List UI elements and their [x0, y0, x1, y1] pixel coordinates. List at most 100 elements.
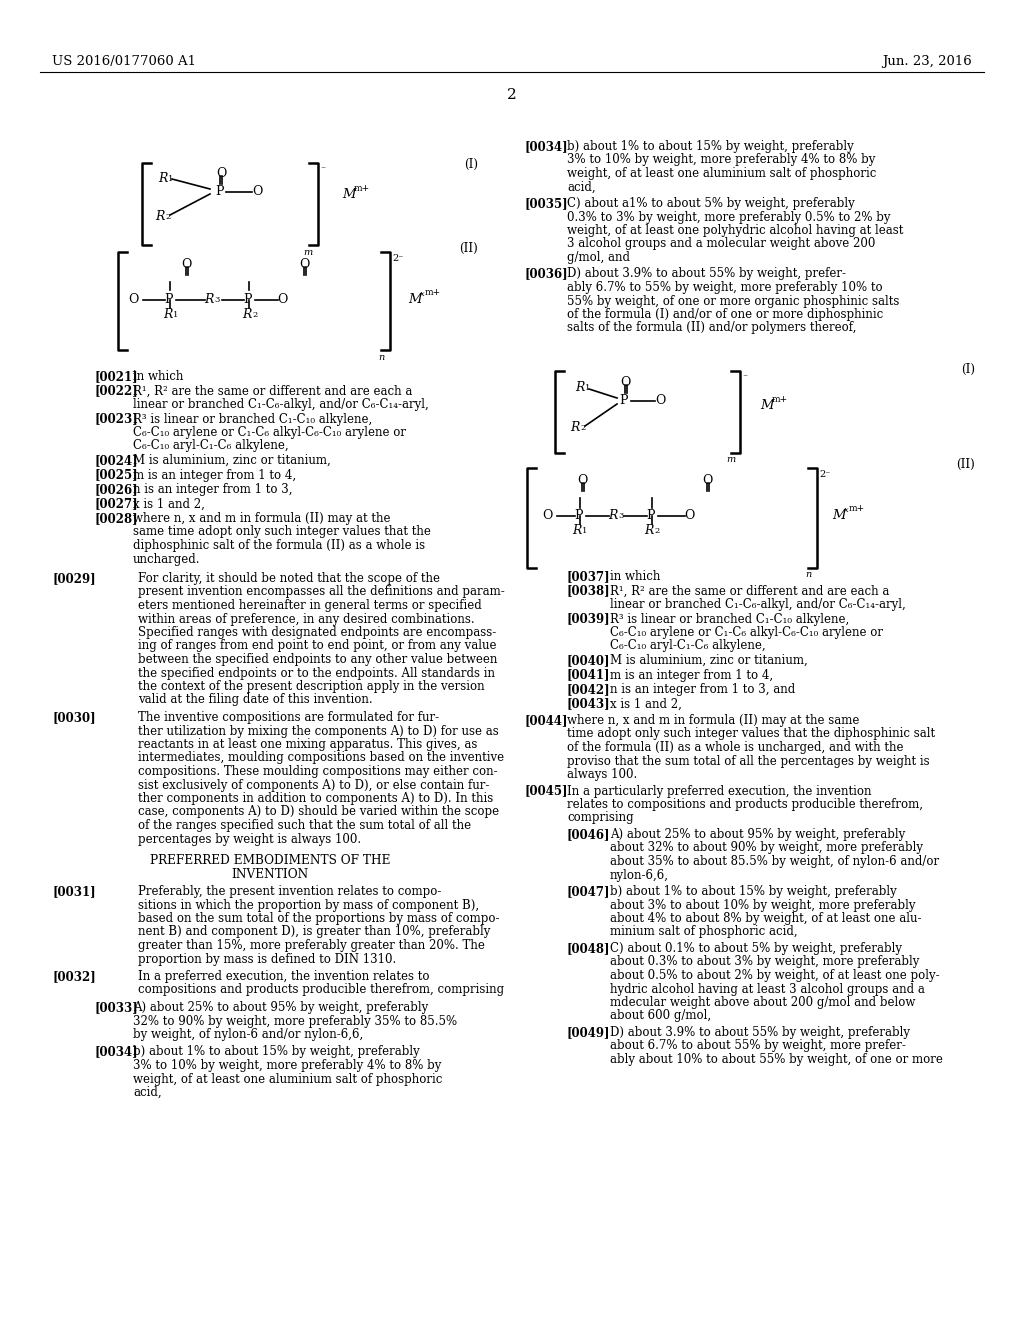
Text: C) about a1% to about 5% by weight, preferably: C) about a1% to about 5% by weight, pref…	[567, 197, 855, 210]
Text: 55% by weight, of one or more organic phosphinic salts: 55% by weight, of one or more organic ph…	[567, 294, 899, 308]
Text: P: P	[646, 510, 654, 521]
Text: m: m	[303, 248, 312, 257]
Text: D) about 3.9% to about 55% by weight, prefer-: D) about 3.9% to about 55% by weight, pr…	[567, 268, 846, 281]
Text: proviso that the sum total of all the percentages by weight is: proviso that the sum total of all the pe…	[567, 755, 930, 767]
Text: R: R	[570, 421, 580, 434]
Text: R: R	[608, 510, 617, 521]
Text: about 32% to about 90% by weight, more preferably: about 32% to about 90% by weight, more p…	[610, 842, 923, 854]
Text: greater than 15%, more preferably greater than 20%. The: greater than 15%, more preferably greate…	[138, 939, 485, 952]
Text: m is an integer from 1 to 4,: m is an integer from 1 to 4,	[133, 469, 296, 482]
Text: ably about 10% to about 55% by weight, of one or more: ably about 10% to about 55% by weight, o…	[610, 1053, 943, 1067]
Text: of the formula (I) and/or of one or more diphosphinic: of the formula (I) and/or of one or more…	[567, 308, 884, 321]
Text: [0023]: [0023]	[95, 412, 138, 425]
Text: R: R	[242, 308, 251, 321]
Text: n is an integer from 1 to 3, and: n is an integer from 1 to 3, and	[610, 682, 796, 696]
Text: O: O	[128, 293, 138, 306]
Text: P: P	[215, 185, 223, 198]
Text: O: O	[542, 510, 552, 521]
Text: about 3% to about 10% by weight, more preferably: about 3% to about 10% by weight, more pr…	[610, 899, 915, 912]
Text: m+: m+	[354, 183, 370, 193]
Text: b) about 1% to about 15% by weight, preferably: b) about 1% to about 15% by weight, pref…	[567, 140, 854, 153]
Text: [0037]: [0037]	[567, 570, 610, 583]
Text: ther utilization by mixing the components A) to D) for use as: ther utilization by mixing the component…	[138, 725, 499, 738]
Text: always 100.: always 100.	[567, 768, 637, 781]
Text: 3: 3	[618, 512, 624, 520]
Text: M is aluminium, zinc or titanium,: M is aluminium, zinc or titanium,	[133, 454, 331, 467]
Text: mdecular weight above about 200 g/mol and below: mdecular weight above about 200 g/mol an…	[610, 997, 915, 1008]
Text: sist exclusively of components A) to D), or else contain fur-: sist exclusively of components A) to D),…	[138, 779, 489, 792]
Text: [0042]: [0042]	[567, 682, 610, 696]
Text: about 4% to about 8% by weight, of at least one alu-: about 4% to about 8% by weight, of at le…	[610, 912, 922, 925]
Text: (I): (I)	[961, 363, 975, 376]
Text: ther components in addition to components A) to D). In this: ther components in addition to component…	[138, 792, 494, 805]
Text: For clarity, it should be noted that the scope of the: For clarity, it should be noted that the…	[138, 572, 440, 585]
Text: D) about 3.9% to about 55% by weight, preferably: D) about 3.9% to about 55% by weight, pr…	[610, 1026, 910, 1039]
Text: g/mol, and: g/mol, and	[567, 251, 630, 264]
Text: n: n	[805, 570, 811, 579]
Text: O: O	[252, 185, 262, 198]
Text: R: R	[158, 172, 167, 185]
Text: [0027]: [0027]	[95, 498, 138, 511]
Text: the context of the present description apply in the version: the context of the present description a…	[138, 680, 484, 693]
Text: P: P	[574, 510, 583, 521]
Text: R: R	[204, 293, 213, 306]
Text: A) about 25% to about 95% by weight, preferably: A) about 25% to about 95% by weight, pre…	[133, 1001, 428, 1014]
Text: R: R	[644, 524, 653, 537]
Text: M is aluminium, zinc or titanium,: M is aluminium, zinc or titanium,	[610, 653, 808, 667]
Text: P: P	[618, 393, 628, 407]
Text: m: m	[726, 455, 735, 465]
Text: PREFERRED EMBODIMENTS OF THE: PREFERRED EMBODIMENTS OF THE	[150, 854, 390, 867]
Text: C₆-C₁₀ arylene or C₁-C₆ alkyl-C₆-C₁₀ arylene or: C₆-C₁₀ arylene or C₁-C₆ alkyl-C₆-C₁₀ ary…	[133, 426, 406, 440]
Text: ⁻: ⁻	[319, 165, 326, 174]
Text: about 0.3% to about 3% by weight, more preferably: about 0.3% to about 3% by weight, more p…	[610, 956, 920, 969]
Text: [0030]: [0030]	[52, 711, 95, 723]
Text: C₆-C₁₀ aryl-C₁-C₆ alkylene,: C₆-C₁₀ aryl-C₁-C₆ alkylene,	[133, 440, 289, 453]
Text: Jun. 23, 2016: Jun. 23, 2016	[883, 55, 972, 69]
Text: O: O	[620, 376, 631, 389]
Text: where n, x and m in formula (II) may at the same: where n, x and m in formula (II) may at …	[567, 714, 859, 727]
Text: 3% to 10% by weight, more preferably 4% to 8% by: 3% to 10% by weight, more preferably 4% …	[133, 1059, 441, 1072]
Text: intermediates, moulding compositions based on the inventive: intermediates, moulding compositions bas…	[138, 751, 504, 764]
Text: [0032]: [0032]	[52, 970, 96, 983]
Text: x is 1 and 2,: x is 1 and 2,	[610, 697, 682, 710]
Text: O: O	[684, 510, 694, 521]
Text: proportion by mass is defined to DIN 1310.: proportion by mass is defined to DIN 131…	[138, 953, 396, 965]
Text: the specified endpoints or to the endpoints. All standards in: the specified endpoints or to the endpoi…	[138, 667, 495, 680]
Text: R: R	[163, 308, 172, 321]
Text: Preferably, the present invention relates to compo-: Preferably, the present invention relate…	[138, 884, 441, 898]
Text: [0029]: [0029]	[52, 572, 95, 585]
Text: O: O	[299, 257, 309, 271]
Text: O: O	[577, 474, 588, 487]
Text: Specified ranges with designated endpoints are encompass-: Specified ranges with designated endpoin…	[138, 626, 497, 639]
Text: hydric alcohol having at least 3 alcohol groups and a: hydric alcohol having at least 3 alcohol…	[610, 982, 925, 995]
Text: 2: 2	[507, 88, 517, 102]
Text: In a preferred execution, the invention relates to: In a preferred execution, the invention …	[138, 970, 429, 983]
Text: compositions and products producible therefrom, comprising: compositions and products producible the…	[138, 983, 504, 997]
Text: acid,: acid,	[567, 181, 596, 194]
Text: 3% to 10% by weight, more preferably 4% to 8% by: 3% to 10% by weight, more preferably 4% …	[567, 153, 876, 166]
Text: [0025]: [0025]	[95, 469, 138, 482]
Text: The inventive compositions are formulated for fur-: The inventive compositions are formulate…	[138, 711, 439, 723]
Text: C₆-C₁₀ arylene or C₁-C₆ alkyl-C₆-C₁₀ arylene or: C₆-C₁₀ arylene or C₁-C₆ alkyl-C₆-C₁₀ ary…	[610, 626, 883, 639]
Text: time adopt only such integer values that the diphosphinic salt: time adopt only such integer values that…	[567, 727, 935, 741]
Text: P: P	[243, 293, 252, 306]
Text: O: O	[216, 168, 226, 180]
Text: about 600 g/mol,: about 600 g/mol,	[610, 1010, 711, 1023]
Text: m is an integer from 1 to 4,: m is an integer from 1 to 4,	[610, 668, 773, 681]
Text: [0022]: [0022]	[95, 384, 138, 397]
Text: about 35% to about 85.5% by weight, of nylon-6 and/or: about 35% to about 85.5% by weight, of n…	[610, 855, 939, 869]
Text: m+: m+	[849, 504, 865, 513]
Text: linear or branched C₁-C₆-alkyl, and/or C₆-C₁₄-aryl,: linear or branched C₁-C₆-alkyl, and/or C…	[610, 598, 906, 611]
Text: (I): (I)	[464, 158, 478, 172]
Text: [0038]: [0038]	[567, 585, 610, 598]
Text: R¹, R² are the same or different and are each a: R¹, R² are the same or different and are…	[133, 384, 413, 397]
Text: 2: 2	[165, 213, 170, 220]
Text: 2: 2	[252, 312, 257, 319]
Text: eters mentioned hereinafter in general terms or specified: eters mentioned hereinafter in general t…	[138, 599, 481, 612]
Text: [0046]: [0046]	[567, 828, 610, 841]
Text: M: M	[342, 187, 355, 201]
Text: 0.3% to 3% by weight, more preferably 0.5% to 2% by: 0.3% to 3% by weight, more preferably 0.…	[567, 210, 891, 223]
Text: [0043]: [0043]	[567, 697, 610, 710]
Text: 3 alcohol groups and a molecular weight above 200: 3 alcohol groups and a molecular weight …	[567, 238, 876, 251]
Text: about 0.5% to about 2% by weight, of at least one poly-: about 0.5% to about 2% by weight, of at …	[610, 969, 940, 982]
